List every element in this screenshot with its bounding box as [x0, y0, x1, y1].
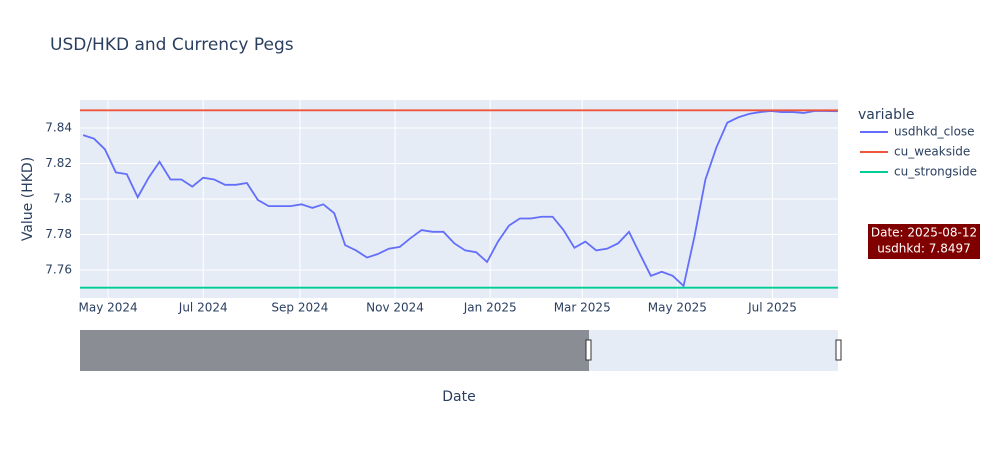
hover-text: usdhkd: 7.8497: [877, 242, 971, 256]
hover-text: Date: 2025-08-12: [871, 226, 977, 240]
y-tick-label: 7.82: [45, 156, 72, 170]
y-tick-label: 7.78: [45, 227, 72, 241]
x-tick-label: Jan 2025: [463, 301, 517, 315]
x-tick-label: Jul 2025: [747, 301, 797, 315]
x-tick-label: May 2024: [78, 301, 137, 315]
slider-mask: [80, 330, 589, 371]
legend-title: variable: [858, 107, 914, 123]
hover-box: [868, 224, 980, 259]
slider-handle[interactable]: [835, 339, 842, 361]
legend-label: usdhkd_close: [894, 125, 975, 139]
x-tick-label: Sep 2024: [271, 301, 328, 315]
legend-label: cu_weakside: [894, 145, 970, 159]
slider-handle[interactable]: [585, 339, 592, 361]
x-axis-title: Date: [442, 389, 475, 405]
x-tick-label: Nov 2024: [366, 301, 424, 315]
series-line: [82, 109, 838, 288]
y-tick-label: 7.8: [53, 192, 72, 206]
x-tick-label: Mar 2025: [554, 301, 611, 315]
x-tick-label: Jul 2024: [178, 301, 228, 315]
y-tick-label: 7.76: [45, 262, 72, 276]
x-tick-label: May 2025: [648, 301, 707, 315]
legend-label: cu_strongside: [894, 165, 977, 179]
range-slider[interactable]: [80, 330, 842, 371]
y-tick-label: 7.84: [45, 121, 72, 135]
y-axis-title: Value (HKD): [20, 157, 36, 241]
chart-title: USD/HKD and Currency Pegs: [50, 35, 294, 55]
